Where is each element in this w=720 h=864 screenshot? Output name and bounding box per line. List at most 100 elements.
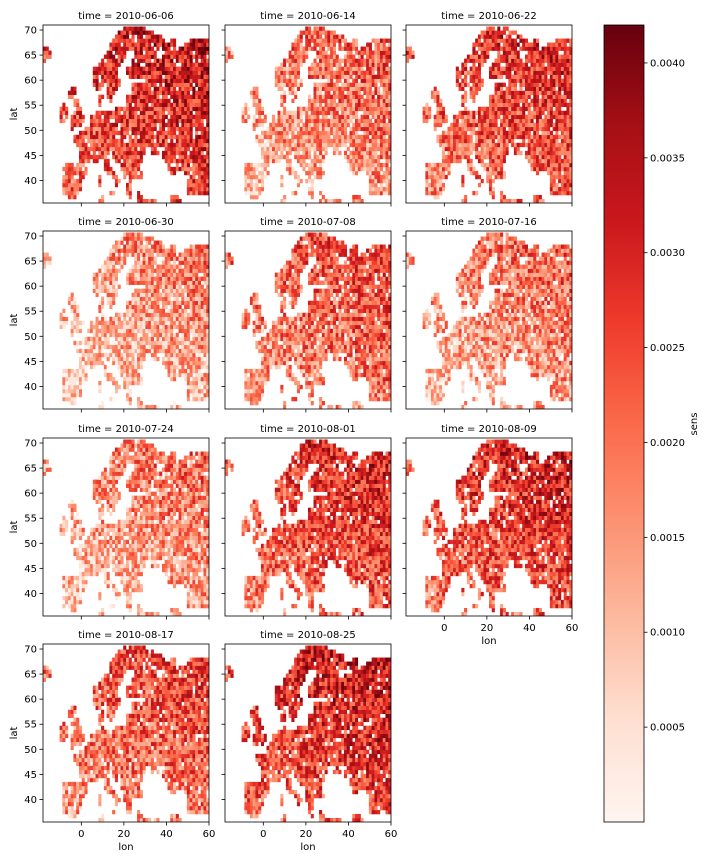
heatmap-cell	[67, 178, 71, 184]
heatmap-cell	[73, 186, 77, 192]
heatmap-cell	[335, 94, 339, 100]
heatmap-cell	[181, 364, 185, 370]
heatmap-cell	[109, 110, 113, 116]
heatmap-cell	[299, 178, 303, 184]
heatmap-cell	[368, 138, 372, 144]
heatmap-cell	[566, 182, 570, 188]
heatmap-cell	[566, 106, 570, 112]
heatmap-cell	[299, 58, 303, 63]
heatmap-cell	[114, 344, 118, 350]
heatmap-cell	[164, 86, 168, 91]
heatmap-cell	[305, 26, 309, 31]
heatmap-cell	[527, 146, 531, 152]
heatmap-cell	[563, 50, 567, 55]
heatmap-cell	[153, 150, 157, 156]
heatmap-cell	[296, 122, 300, 128]
heatmap-cell	[560, 78, 564, 83]
heatmap-cell	[150, 336, 154, 342]
heatmap-cell	[355, 154, 359, 160]
heatmap-cell	[192, 384, 196, 390]
heatmap-cell	[117, 46, 121, 51]
heatmap-cell	[536, 150, 540, 156]
heatmap-cell	[343, 74, 348, 79]
heatmap-cell	[319, 102, 323, 108]
heatmap-cell	[192, 86, 196, 91]
heatmap-cell	[137, 344, 141, 350]
heatmap-cell	[330, 74, 334, 79]
heatmap-cell	[439, 166, 443, 172]
heatmap-cell	[453, 130, 457, 136]
heatmap-cell	[189, 106, 193, 112]
heatmap-cell	[203, 38, 207, 43]
heatmap-cell	[500, 82, 504, 87]
heatmap-cell	[379, 174, 383, 180]
heatmap-cell	[145, 98, 149, 104]
heatmap-cell	[197, 336, 201, 342]
heatmap-cell	[450, 150, 454, 156]
heatmap-cell	[186, 376, 190, 382]
heatmap-cell	[349, 98, 353, 104]
heatmap-cell	[156, 86, 160, 91]
heatmap-cell	[114, 332, 118, 338]
heatmap-cell	[310, 114, 314, 120]
heatmap-cell	[332, 42, 336, 47]
heatmap-cell	[137, 364, 141, 370]
heatmap-cell	[128, 174, 132, 180]
heatmap-cell	[489, 178, 493, 184]
heatmap-cell	[477, 70, 481, 75]
heatmap-cell	[252, 162, 256, 168]
heatmap-cell	[178, 404, 182, 409]
heatmap-cell	[524, 62, 529, 67]
heatmap-cell	[291, 142, 295, 148]
heatmap-cell	[560, 158, 564, 164]
heatmap-cell	[497, 150, 501, 156]
heatmap-cell	[522, 90, 526, 95]
heatmap-cell	[260, 174, 265, 180]
heatmap-cell	[455, 158, 459, 164]
heatmap-cell	[189, 98, 193, 104]
heatmap-cell	[70, 396, 74, 402]
heatmap-cell	[252, 122, 256, 128]
heatmap-cell	[192, 348, 196, 354]
heatmap-cell	[181, 360, 185, 366]
heatmap-cell	[536, 198, 540, 203]
heatmap-cell	[477, 130, 481, 136]
heatmap-cell	[288, 50, 292, 55]
heatmap-cell	[175, 126, 179, 132]
heatmap-cell	[192, 146, 196, 152]
heatmap-cell	[148, 34, 152, 39]
heatmap-cell	[159, 90, 163, 95]
heatmap-cell	[560, 98, 564, 104]
heatmap-cell	[522, 122, 526, 128]
heatmap-cell	[296, 46, 300, 51]
heatmap-cell	[120, 162, 124, 168]
heatmap-cell	[527, 114, 531, 120]
heatmap-cell	[137, 82, 141, 87]
heatmap-cell	[189, 372, 193, 378]
heatmap-cell	[145, 70, 149, 75]
heatmap-cell	[173, 50, 177, 55]
heatmap-cell	[316, 166, 320, 172]
heatmap-cell	[90, 352, 94, 358]
heatmap-cell	[258, 122, 262, 128]
heatmap-cell	[371, 146, 375, 152]
heatmap-cell	[173, 320, 177, 326]
heatmap-cell	[425, 110, 429, 116]
heatmap-cell	[321, 130, 325, 136]
heatmap-cell	[277, 138, 281, 144]
heatmap-cell	[491, 178, 495, 184]
heatmap-cell	[563, 170, 567, 176]
heatmap-cell	[338, 46, 342, 51]
heatmap-cell	[181, 82, 185, 87]
heatmap-cell	[563, 174, 567, 180]
heatmap-cell	[112, 396, 116, 402]
heatmap-cell	[95, 356, 99, 362]
heatmap-cell	[65, 392, 69, 398]
heatmap-cell	[280, 126, 284, 132]
heatmap-cell	[173, 94, 177, 100]
heatmap-cell	[324, 118, 328, 124]
heatmap-cell	[274, 146, 278, 152]
heatmap-cell	[338, 62, 342, 67]
heatmap-cell	[134, 320, 138, 326]
heatmap-cell	[181, 98, 185, 104]
